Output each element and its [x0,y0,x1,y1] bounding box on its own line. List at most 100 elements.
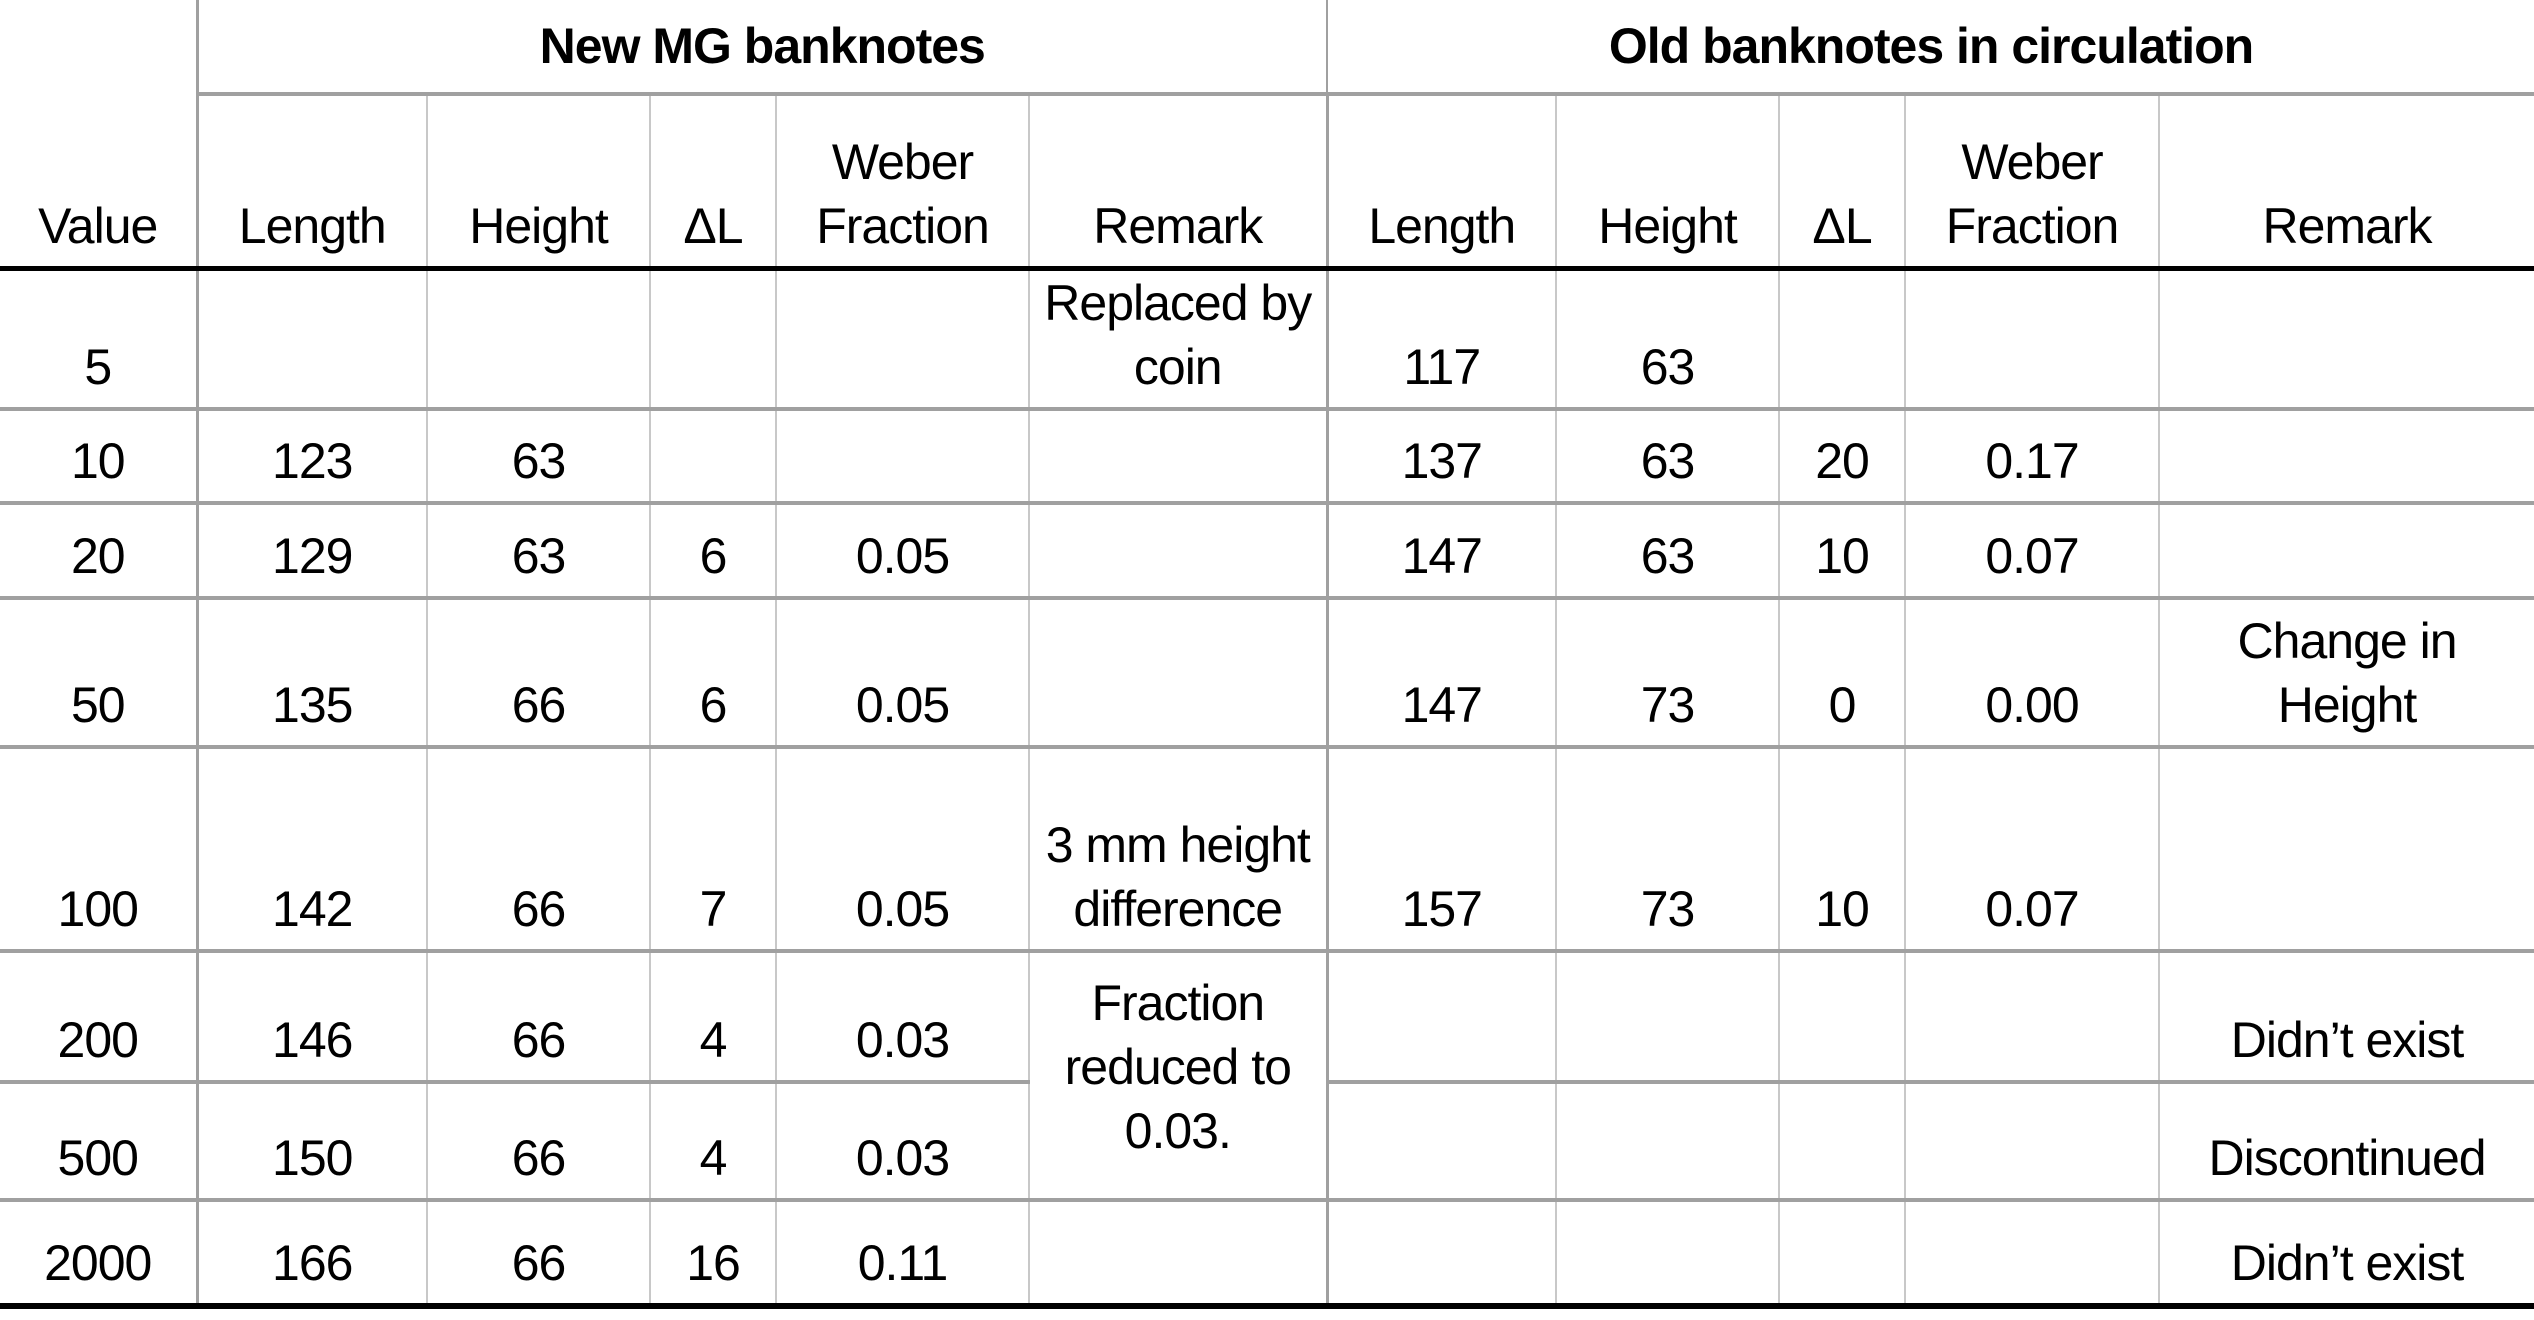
cell-new-delta-l: 4 [649,1080,776,1200]
cell-old-remark: Discontinued [2158,1080,2534,1200]
cell-new-length: 142 [195,745,427,951]
cell-new-weber-fraction [775,407,1029,503]
group-header-old: Old banknotes in circulation [1326,0,2534,94]
table-row: 10 123 63 137 63 20 0.17 [0,407,2534,503]
cell-value: 200 [0,949,197,1082]
cell-old-length: 147 [1325,596,1557,747]
cell-old-height: 63 [1555,501,1780,598]
cell-old-delta-l [1778,1198,1906,1309]
table-row: 500 150 66 4 0.03 Discontinued [0,1080,2534,1200]
cell-new-weber-fraction: 0.03 [775,949,1029,1082]
cell-old-length [1325,949,1557,1082]
header-old-weber-fraction: Weber Fraction [1904,92,2160,271]
header-value: Value [0,0,197,271]
cell-new-height: 66 [426,1198,650,1309]
cell-value: 50 [0,596,197,747]
cell-old-remark: Didn’t exist [2158,949,2534,1082]
cell-value: 500 [0,1080,197,1200]
cell-new-height: 63 [426,501,650,598]
cell-old-height [1555,1198,1780,1309]
cell-old-delta-l [1778,949,1906,1082]
cell-old-remark: Didn’t exist [2158,1198,2534,1309]
cell-value: 10 [0,407,197,503]
cell-old-remark [2158,501,2534,598]
cell-new-delta-l: 7 [649,745,776,951]
cell-new-height: 63 [426,407,650,503]
cell-old-length [1325,1080,1557,1200]
cell-old-delta-l: 10 [1778,745,1906,951]
cell-new-delta-l: 4 [649,949,776,1082]
cell-new-delta-l: 6 [649,596,776,747]
cell-new-delta-l [649,407,776,503]
table-row: 200 146 66 4 0.03 Fraction reduced to 0.03. Di… [0,949,2534,1200]
cell-old-length: 137 [1325,407,1557,503]
cell-old-height: 73 [1555,745,1780,951]
header-new-weber-fraction: Weber Fraction [775,92,1029,271]
cell-new-height: 66 [426,745,650,951]
cell-new-length [195,268,427,409]
cell-old-weber-fraction [1904,949,2160,1082]
cell-new-remark [1027,1198,1328,1309]
cell-old-length [1325,1198,1557,1309]
cell-old-weber-fraction [1904,1080,2160,1200]
table-row: 2000 166 66 16 0.11 Didn’t exist [0,1198,2534,1309]
group-header-new: New MG banknotes [195,0,1328,94]
cell-new-length: 135 [195,596,427,747]
cell-old-delta-l: 0 [1778,596,1906,747]
cell-new-delta-l: 6 [649,501,776,598]
table-row: 50 135 66 6 0.05 147 73 0 0.00 Change in Height [0,596,2534,747]
cell-new-remark [1027,407,1328,503]
cell-new-weber-fraction: 0.11 [775,1198,1029,1309]
cell-new-height: 66 [426,596,650,747]
cell-new-remark [1027,596,1328,747]
cell-new-delta-l: 16 [649,1198,776,1309]
cell-new-weber-fraction: 0.05 [775,501,1029,598]
cell-old-remark [2158,407,2534,503]
cell-old-delta-l: 20 [1778,407,1906,503]
cell-new-height: 66 [426,1080,650,1200]
cell-new-remark: Replaced by coin [1027,268,1328,409]
table-row: 5 Replaced by coin 117 63 [0,268,2534,409]
cell-old-weber-fraction: 0.00 [1904,596,2160,747]
cell-old-weber-fraction: 0.17 [1904,407,2160,503]
cell-new-delta-l [649,268,776,409]
cell-old-height [1555,1080,1780,1200]
cell-new-length: 150 [195,1080,427,1200]
cell-new-length: 129 [195,501,427,598]
cell-new-remark [1027,501,1328,598]
cell-new-length: 146 [195,949,427,1082]
header-old-remark: Remark [2158,92,2534,271]
cell-new-weber-fraction: 0.05 [775,745,1029,951]
cell-old-height [1555,949,1780,1082]
header-old-height: Height [1555,92,1780,271]
cell-new-weber-fraction [775,268,1029,409]
cell-new-height: 66 [426,949,650,1082]
cell-new-remark: Fraction reduced to 0.03. [1027,949,1328,1200]
cell-old-remark [2158,745,2534,951]
cell-old-weber-fraction [1904,268,2160,409]
cell-old-length: 157 [1325,745,1557,951]
cell-old-remark [2158,268,2534,409]
cell-new-length: 166 [195,1198,427,1309]
cell-old-delta-l [1778,268,1906,409]
header-new-remark: Remark [1027,92,1328,271]
header-new-height: Height [426,92,650,271]
cell-value: 2000 [0,1198,197,1309]
cell-old-delta-l: 10 [1778,501,1906,598]
cell-old-length: 117 [1325,268,1557,409]
cell-old-height: 63 [1555,268,1780,409]
cell-new-length: 123 [195,407,427,503]
header-old-delta-l: ΔL [1778,92,1906,271]
cell-value: 20 [0,501,197,598]
cell-new-weber-fraction: 0.03 [775,1080,1029,1200]
table-row: 100 142 66 7 0.05 3 mm height difference 157 73… [0,745,2534,951]
cell-old-weber-fraction: 0.07 [1904,501,2160,598]
header-new-delta-l: ΔL [649,92,776,271]
cell-new-remark: 3 mm height difference [1027,745,1328,951]
cell-value: 5 [84,339,112,395]
cell-old-weber-fraction: 0.07 [1904,745,2160,951]
table-row: 20 129 63 6 0.05 147 63 10 0.07 [0,501,2534,598]
cell-old-delta-l [1778,1080,1906,1200]
cell-value: 100 [0,745,197,951]
cell-old-height: 73 [1555,596,1780,747]
